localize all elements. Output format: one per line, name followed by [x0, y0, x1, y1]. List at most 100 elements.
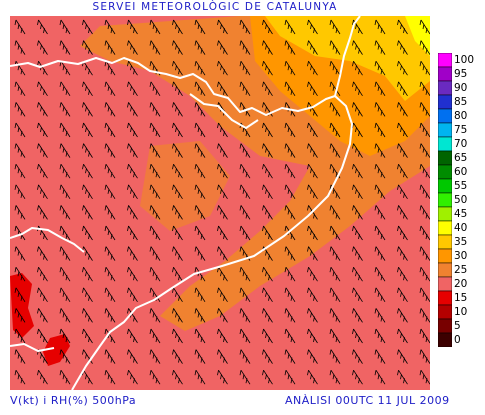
wind-barb	[239, 19, 251, 35]
legend-swatch-10	[437, 304, 453, 320]
wind-barb	[149, 369, 161, 385]
wind-barb	[374, 19, 386, 35]
wind-barb	[374, 184, 386, 200]
wind-barb	[419, 102, 430, 117]
wind-barb	[37, 205, 48, 220]
wind-barb	[419, 143, 430, 158]
wind-barb	[172, 349, 183, 364]
wind-barb	[82, 19, 93, 35]
wind-barb	[397, 19, 408, 35]
legend-label-65: 65	[454, 152, 468, 164]
legend-label-10: 10	[454, 306, 468, 318]
legend-label-85: 85	[454, 96, 468, 108]
wind-barb	[194, 40, 206, 55]
wind-barb	[397, 40, 408, 55]
wind-barb	[239, 184, 251, 200]
wind-barb	[104, 287, 116, 303]
wind-barb	[262, 163, 273, 179]
wind-barb	[307, 308, 318, 323]
wind-barb	[352, 184, 363, 200]
legend-label-90: 90	[454, 82, 468, 94]
wind-barb	[104, 225, 116, 241]
wind-barb	[194, 60, 206, 76]
wind-barb	[419, 287, 430, 303]
wind-barb	[194, 184, 206, 200]
wind-barb	[149, 19, 161, 35]
wind-barb	[149, 349, 161, 364]
wind-barb	[194, 266, 206, 282]
wind-barb	[149, 205, 161, 220]
wind-barb	[284, 328, 296, 344]
wind-barb	[59, 308, 71, 323]
rh-band-35	[265, 16, 430, 101]
wind-barb	[329, 163, 341, 179]
wind-barb	[262, 184, 273, 200]
wind-barb	[374, 122, 386, 138]
wind-barb	[329, 246, 341, 261]
wind-barb	[217, 246, 228, 261]
wind-barb	[37, 102, 48, 117]
legend-label-45: 45	[454, 208, 468, 220]
wind-barb	[37, 60, 48, 76]
legend-swatch-20	[437, 276, 453, 292]
wind-barb	[149, 308, 161, 323]
wind-barb	[172, 60, 183, 76]
wind-barb	[59, 205, 71, 220]
legend-swatch-30	[437, 248, 453, 264]
legend-swatch-60	[437, 164, 453, 180]
wind-barb	[397, 143, 408, 158]
wind-barb	[239, 328, 251, 344]
border-west	[10, 227, 85, 253]
wind-barb	[82, 225, 93, 241]
wind-barb	[149, 246, 161, 261]
wind-barb	[127, 19, 138, 35]
wind-barb	[307, 81, 318, 97]
wind-barb	[284, 19, 296, 35]
wind-barb	[217, 369, 228, 385]
wind-barb	[307, 287, 318, 303]
legend-label-25: 25	[454, 264, 468, 276]
wind-barb	[329, 308, 341, 323]
wind-barb	[172, 369, 183, 385]
wind-barb	[14, 122, 26, 138]
wind-barb	[307, 369, 318, 385]
legend-label-20: 20	[454, 278, 468, 290]
wind-barb	[217, 349, 228, 364]
wind-barb	[194, 328, 206, 344]
wind-barb	[239, 266, 251, 282]
wind-barb	[172, 308, 183, 323]
legend-label-100: 100	[454, 54, 475, 66]
wind-barb	[37, 328, 48, 344]
wind-barb	[104, 40, 116, 55]
humidity-field	[10, 16, 430, 390]
wind-barb	[104, 60, 116, 76]
border-lower	[10, 343, 55, 352]
wind-barb	[419, 184, 430, 200]
wind-barb	[329, 60, 341, 76]
wind-barb	[397, 122, 408, 138]
wind-barb	[82, 184, 93, 200]
wind-barb	[307, 40, 318, 55]
wind-barb	[172, 19, 183, 35]
wind-barb	[149, 143, 161, 158]
legend-swatch-25	[437, 262, 453, 278]
wind-barb	[307, 122, 318, 138]
legend-swatch-70	[437, 136, 453, 152]
wind-barb	[14, 328, 26, 344]
wind-barb	[59, 81, 71, 97]
wind-barb	[329, 205, 341, 220]
wind-barb	[419, 163, 430, 179]
wind-barb	[397, 225, 408, 241]
rh-dry-pocket-2	[43, 334, 70, 366]
wind-barb	[307, 60, 318, 76]
wind-barb	[419, 308, 430, 323]
wind-barb	[194, 225, 206, 241]
wind-barb	[352, 143, 363, 158]
wind-barb	[104, 122, 116, 138]
wind-barb	[149, 40, 161, 55]
wind-barb	[374, 40, 386, 55]
legend-label-95: 95	[454, 68, 468, 80]
legend-label-35: 35	[454, 236, 468, 248]
wind-barb	[329, 122, 341, 138]
wind-barb	[352, 328, 363, 344]
